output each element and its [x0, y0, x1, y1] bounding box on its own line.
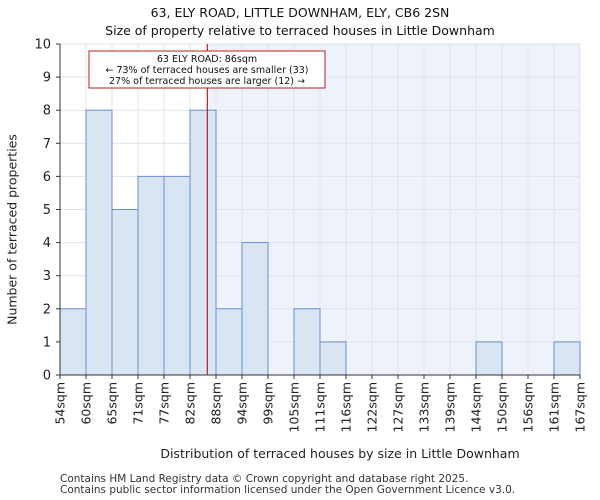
x-tick-label: 139sqm	[443, 382, 458, 432]
bar	[553, 341, 581, 376]
x-tick-label: 99sqm	[261, 382, 276, 425]
x-tick-label: 111sqm	[313, 382, 328, 432]
bar	[475, 341, 503, 376]
y-tick-label: 2	[43, 302, 51, 317]
x-tick-label: 122sqm	[365, 382, 380, 432]
y-tick-label: 5	[43, 203, 51, 218]
x-tick-label: 71sqm	[131, 382, 146, 425]
chart-title: 63, ELY ROAD, LITTLE DOWNHAM, ELY, CB6 2…	[150, 5, 450, 20]
y-tick-label: 0	[43, 369, 51, 384]
x-tick-label: 161sqm	[547, 382, 562, 432]
x-tick-label: 77sqm	[157, 382, 172, 425]
y-tick-label: 4	[43, 236, 51, 251]
y-tick-label: 3	[43, 269, 51, 284]
bar	[319, 341, 347, 376]
y-tick-label: 9	[43, 71, 51, 86]
chart-subtitle: Size of property relative to terraced ho…	[105, 23, 495, 38]
annotation-text-line: ← 73% of terraced houses are smaller (33…	[105, 65, 308, 76]
x-tick-label: 150sqm	[495, 382, 510, 432]
x-tick-label: 54sqm	[53, 382, 68, 425]
x-tick-label: 167sqm	[573, 382, 588, 432]
x-tick-label: 88sqm	[209, 382, 224, 425]
bar	[293, 308, 321, 376]
x-tick-label: 60sqm	[79, 382, 94, 425]
bar	[85, 109, 113, 376]
y-tick-label: 1	[43, 335, 51, 350]
y-tick-label: 10	[34, 38, 51, 53]
x-tick-label: 65sqm	[105, 382, 120, 425]
x-tick-label: 156sqm	[521, 382, 536, 432]
y-axis-title: Number of terraced properties	[5, 134, 20, 325]
bar	[59, 308, 87, 376]
x-tick-label: 116sqm	[339, 382, 354, 432]
footer-line-2: Contains public sector information licen…	[60, 484, 516, 496]
bar	[163, 175, 191, 376]
x-tick-label: 105sqm	[287, 382, 302, 432]
annotation-text-line: 63 ELY ROAD: 86sqm	[157, 54, 257, 65]
x-tick-label: 133sqm	[417, 382, 432, 432]
x-tick-label: 144sqm	[469, 382, 484, 432]
x-tick-label: 127sqm	[391, 382, 406, 432]
bar	[241, 242, 269, 376]
x-tick-label: 82sqm	[183, 382, 198, 425]
y-tick-label: 8	[43, 104, 51, 119]
annotation-box	[88, 50, 326, 89]
annotation-text-line: 27% of terraced houses are larger (12) →	[109, 76, 305, 87]
footer-line-1: Contains HM Land Registry data © Crown c…	[60, 473, 469, 485]
x-axis-title: Distribution of terraced houses by size …	[160, 446, 519, 461]
bar	[137, 175, 165, 376]
y-tick-label: 6	[43, 170, 51, 185]
y-tick-label: 7	[43, 137, 51, 152]
bar	[215, 308, 243, 376]
bar	[189, 109, 217, 376]
bar	[111, 209, 139, 376]
x-tick-label: 94sqm	[235, 382, 250, 425]
